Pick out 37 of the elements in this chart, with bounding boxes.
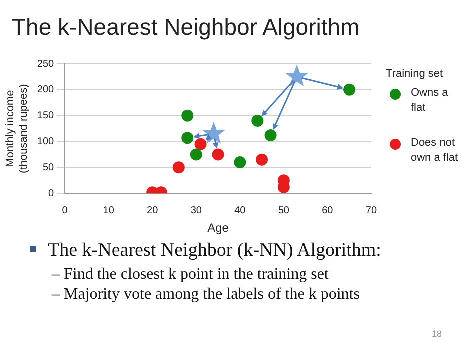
point <box>286 64 308 87</box>
y-tick-label: 250 <box>37 58 55 70</box>
x-tick-label: 10 <box>103 205 115 216</box>
x-tick-label: 0 <box>62 205 68 216</box>
x-tick-label: 20 <box>147 205 159 216</box>
point <box>264 130 277 142</box>
x-tick-label: 30 <box>190 205 202 216</box>
point <box>234 156 246 168</box>
legend-label: Does not own a flat <box>411 136 460 166</box>
x-tick-label: 70 <box>366 205 378 216</box>
text: – Find the closest k point in the training set <box>52 266 329 283</box>
point <box>172 162 185 174</box>
x-tick-label: 40 <box>234 205 246 216</box>
y-tick-label: 0 <box>48 188 55 200</box>
legend-label: Owns a flat <box>411 86 450 116</box>
text: – Majority vote among the labels of the k points <box>52 286 360 303</box>
point <box>344 84 356 96</box>
point <box>256 154 268 166</box>
point <box>182 110 194 122</box>
point <box>252 115 264 128</box>
point <box>212 148 224 161</box>
point <box>190 148 202 161</box>
x-tick-label: 60 <box>322 205 334 216</box>
y-tick-label: 100 <box>37 136 55 148</box>
point <box>202 122 226 144</box>
point <box>182 132 194 144</box>
x-axis-title: Age <box>208 221 230 236</box>
legend-title: Training set <box>386 68 444 80</box>
x-tick-label: 50 <box>278 205 290 216</box>
chart-title: The k-Nearest Neighbor Algorithm <box>12 14 360 41</box>
y-tick-label: 200 <box>37 84 55 96</box>
y-axis-title: Monthly income (thousand rupees) <box>4 84 30 174</box>
point <box>194 138 207 150</box>
text: The k-Nearest Neighbor (k-NN) Algorithm: <box>48 240 382 261</box>
y-tick-label: 50 <box>42 162 55 174</box>
y-tick-label: 150 <box>37 110 55 122</box>
text: 18 <box>432 329 442 339</box>
